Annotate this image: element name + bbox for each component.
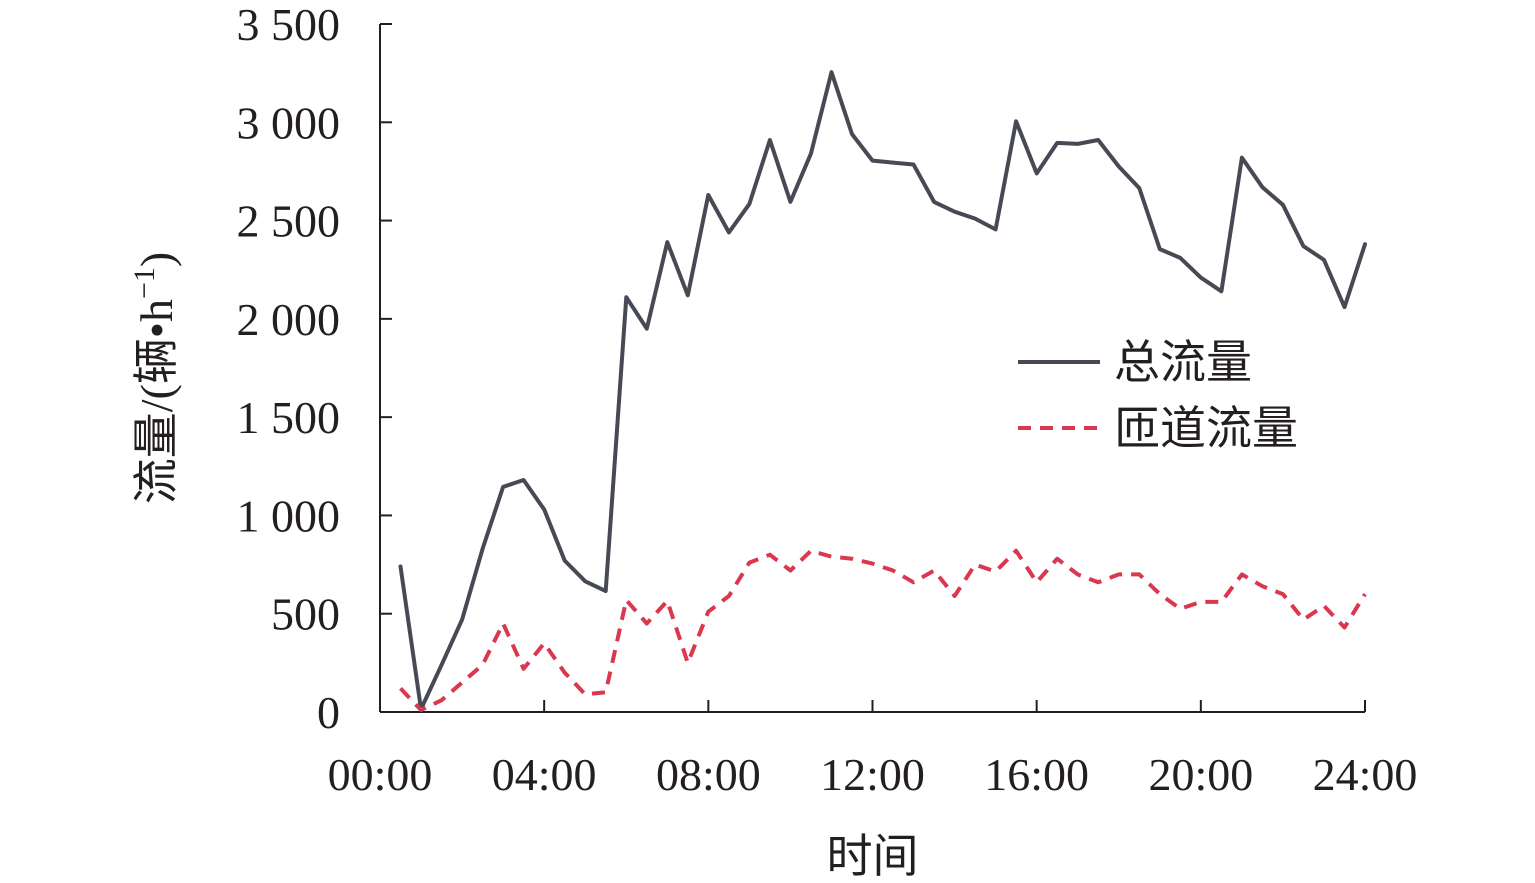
- x-tick-label: 24:00: [1313, 749, 1418, 800]
- y-tick-label: 1 000: [237, 490, 341, 541]
- x-tick-label: 12:00: [820, 749, 925, 800]
- series-layer: [398, 70, 1367, 712]
- x-axis-ticks: 00:00 04:00 08:00 12:00 16:00 20:00 24:00: [328, 700, 1418, 800]
- y-axis-label: 流量/(辆•h−1): [128, 252, 182, 504]
- x-tick-label: 20:00: [1148, 749, 1253, 800]
- y-axis-label-sup: −1: [128, 267, 161, 299]
- y-axis-label-main: 流量/(辆•h: [131, 299, 182, 504]
- series-line-2: [399, 548, 1367, 712]
- x-tick-label: 00:00: [328, 749, 433, 800]
- x-tick-label: 16:00: [984, 749, 1089, 800]
- y-tick-label: 2 000: [237, 294, 341, 345]
- legend-label-2: 匝道流量: [1114, 403, 1298, 454]
- y-tick-label: 0: [317, 687, 340, 738]
- x-axis-label: 时间: [827, 831, 919, 882]
- legend-label-1: 总流量: [1114, 337, 1252, 388]
- x-tick-label: 08:00: [656, 749, 761, 800]
- y-tick-label: 2 500: [237, 196, 341, 247]
- y-tick-label: 500: [271, 589, 340, 640]
- y-tick-label: 1 500: [237, 392, 341, 443]
- y-axis-ticks: 0 500 1 000 1 500 2 000 2 500 3 000 3 500: [237, 0, 392, 738]
- y-tick-label: 3 500: [237, 0, 341, 50]
- series-line-1: [398, 70, 1367, 712]
- y-tick-label: 3 000: [237, 97, 341, 148]
- x-tick-label: 04:00: [492, 749, 597, 800]
- y-axis-label-close: ): [131, 252, 182, 267]
